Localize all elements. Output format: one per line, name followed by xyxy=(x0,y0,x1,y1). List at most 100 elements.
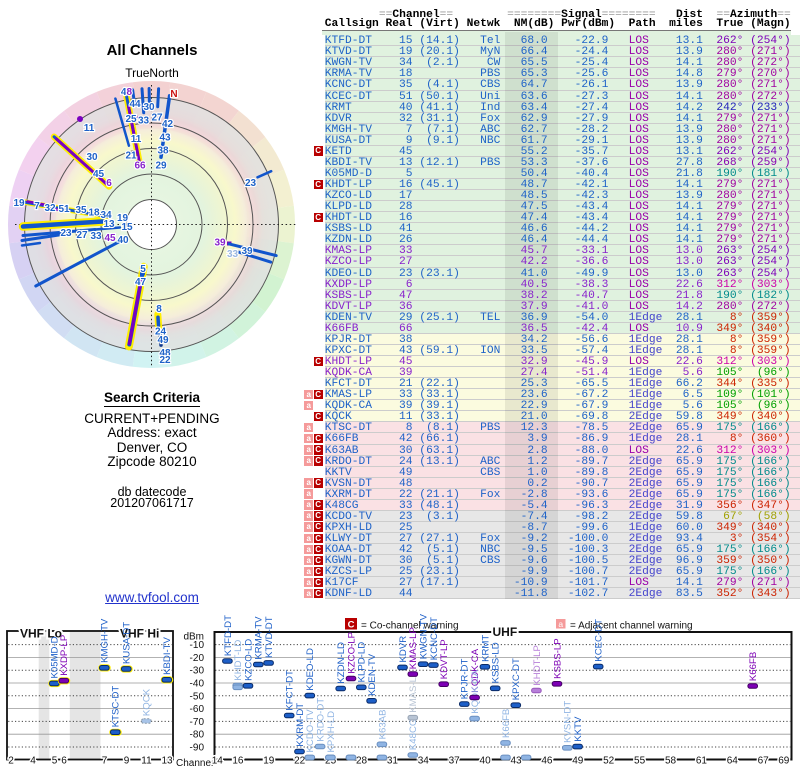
svg-text:KCDO-TV: KCDO-TV xyxy=(305,709,316,753)
svg-text:14: 14 xyxy=(212,756,224,767)
svg-text:KTFD-DT: KTFD-DT xyxy=(223,615,234,656)
svg-text:28: 28 xyxy=(356,756,368,767)
svg-text:KKTV: KKTV xyxy=(573,716,584,742)
svg-text:55: 55 xyxy=(634,756,646,767)
svg-text:KMAS-LP: KMAS-LP xyxy=(408,671,419,713)
svg-text:KHDT-LP: KHDT-LP xyxy=(532,645,543,686)
svg-text:45: 45 xyxy=(93,169,105,180)
svg-text:35: 35 xyxy=(75,205,87,216)
svg-text:30: 30 xyxy=(86,152,98,163)
svg-text:KDEN-TV: KDEN-TV xyxy=(367,653,378,696)
svg-text:22: 22 xyxy=(294,756,306,767)
svg-text:KTSC-DT: KTSC-DT xyxy=(111,686,122,728)
svg-text:KXDP-LP: KXDP-LP xyxy=(59,635,70,676)
svg-text:2: 2 xyxy=(8,756,14,767)
svg-text:27: 27 xyxy=(76,230,88,241)
svg-text:16: 16 xyxy=(232,756,244,767)
svg-text:KDVR: KDVR xyxy=(398,636,409,663)
svg-text:33: 33 xyxy=(227,249,239,260)
svg-text:KLPD-LD: KLPD-LD xyxy=(357,642,368,683)
svg-text:KZDN-LD: KZDN-LD xyxy=(336,642,347,684)
svg-text:18: 18 xyxy=(88,208,100,219)
svg-text:30: 30 xyxy=(143,102,155,113)
svg-text:40: 40 xyxy=(480,756,492,767)
svg-text:31: 31 xyxy=(387,756,399,767)
svg-text:-90: -90 xyxy=(190,743,205,754)
svg-text:C: C xyxy=(348,620,355,631)
svg-text:25: 25 xyxy=(125,114,137,125)
svg-text:34: 34 xyxy=(100,210,112,221)
svg-text:34: 34 xyxy=(418,756,430,767)
svg-text:K66FB: K66FB xyxy=(501,709,512,738)
svg-text:KCEC-DT: KCEC-DT xyxy=(594,619,605,662)
svg-text:KXRM-DT: KXRM-DT xyxy=(295,703,306,747)
svg-text:13: 13 xyxy=(161,756,173,767)
svg-text:49: 49 xyxy=(572,756,584,767)
svg-text:a: a xyxy=(558,619,563,629)
svg-text:KQDK-CA: KQDK-CA xyxy=(470,669,481,713)
svg-text:69: 69 xyxy=(778,756,790,767)
svg-text:23: 23 xyxy=(245,178,257,189)
svg-text:19: 19 xyxy=(263,756,275,767)
svg-text:27: 27 xyxy=(151,113,163,124)
svg-text:KSBS-LP: KSBS-LP xyxy=(552,638,563,679)
svg-text:4: 4 xyxy=(30,756,36,767)
svg-text:Channel: Channel xyxy=(176,758,213,768)
svg-text:46: 46 xyxy=(541,756,553,767)
svg-text:67: 67 xyxy=(758,756,770,767)
svg-text:-70: -70 xyxy=(190,717,205,728)
svg-text:61: 61 xyxy=(696,756,708,767)
svg-text:VHF Lo: VHF Lo xyxy=(20,627,62,641)
svg-text:11: 11 xyxy=(84,123,95,134)
svg-text:11: 11 xyxy=(141,756,152,767)
svg-text:58: 58 xyxy=(665,756,677,767)
svg-text:K66FB: K66FB xyxy=(748,652,759,681)
svg-text:15: 15 xyxy=(121,222,133,233)
svg-text:6: 6 xyxy=(106,178,112,189)
svg-text:6: 6 xyxy=(61,756,67,767)
svg-text:KDVT-LP: KDVT-LP xyxy=(439,639,450,679)
svg-text:KQDK-CA: KQDK-CA xyxy=(470,648,481,692)
svg-text:66: 66 xyxy=(134,161,146,172)
svg-text:-40: -40 xyxy=(190,679,205,690)
svg-text:KTVD-DT: KTVD-DT xyxy=(264,616,275,658)
svg-text:64: 64 xyxy=(727,756,739,767)
svg-text:40: 40 xyxy=(117,235,129,246)
svg-text:13: 13 xyxy=(103,219,115,230)
svg-text:37: 37 xyxy=(449,756,461,767)
svg-text:KWGN-TV: KWGN-TV xyxy=(419,613,430,659)
svg-text:4: 4 xyxy=(121,87,127,98)
svg-text:32: 32 xyxy=(44,203,56,214)
svg-text:dBm: dBm xyxy=(183,632,204,643)
svg-text:-20: -20 xyxy=(190,653,205,664)
svg-text:K05MD-D: K05MD-D xyxy=(50,636,61,678)
svg-text:KZCO-LP: KZCO-LP xyxy=(346,632,357,674)
svg-text:23: 23 xyxy=(60,228,72,239)
svg-text:KBDI-TV: KBDI-TV xyxy=(162,636,173,674)
svg-text:47: 47 xyxy=(135,277,147,288)
svg-text:N: N xyxy=(170,89,177,100)
svg-text:KFCT-DT: KFCT-DT xyxy=(285,670,296,711)
svg-text:24: 24 xyxy=(155,327,167,338)
svg-text:-50: -50 xyxy=(190,691,205,702)
svg-text:8: 8 xyxy=(127,87,133,98)
svg-text:-80: -80 xyxy=(190,730,205,741)
svg-text:-10: -10 xyxy=(190,640,205,651)
svg-text:48: 48 xyxy=(159,348,171,359)
svg-text:9: 9 xyxy=(124,756,130,767)
svg-text:43: 43 xyxy=(510,756,522,767)
svg-text:21: 21 xyxy=(125,151,137,162)
svg-text:= Co-channel warning: = Co-channel warning xyxy=(361,621,459,632)
svg-text:K48CG: K48CG xyxy=(408,719,419,750)
svg-text:5: 5 xyxy=(140,264,146,275)
svg-text:KRMT: KRMT xyxy=(480,635,491,662)
svg-text:38: 38 xyxy=(157,146,169,157)
svg-text:44: 44 xyxy=(129,99,141,110)
svg-text:45: 45 xyxy=(104,233,116,244)
svg-text:KMAS-LP: KMAS-LP xyxy=(408,627,419,669)
svg-text:KQCK: KQCK xyxy=(142,688,153,716)
svg-text:8: 8 xyxy=(156,304,162,315)
svg-text:VHF Hi: VHF Hi xyxy=(120,627,159,641)
svg-text:-60: -60 xyxy=(190,704,205,715)
svg-text:7: 7 xyxy=(102,756,108,767)
